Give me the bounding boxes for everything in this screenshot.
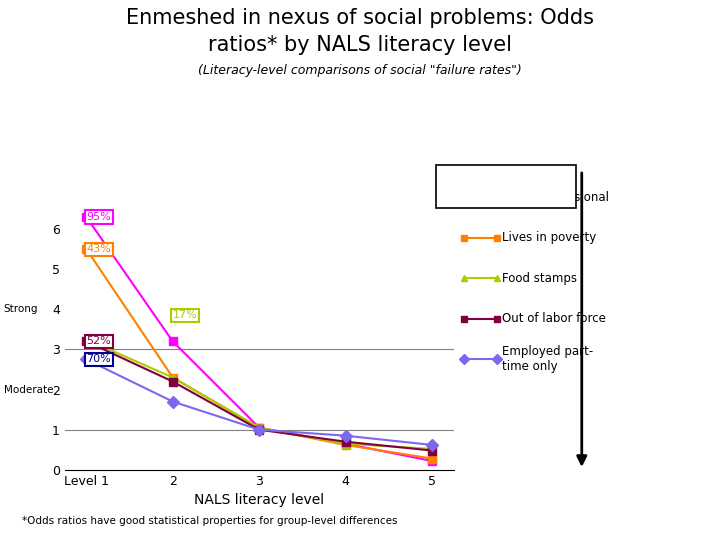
Employed part-
time only — [428, 442, 436, 448]
Out of labor force — [168, 379, 177, 385]
Line: Out of labor force: Out of labor force — [82, 338, 436, 455]
Not a professional — [255, 424, 264, 431]
Food stamps — [341, 441, 350, 447]
Text: 17%: 17% — [173, 310, 197, 320]
Food stamps — [428, 446, 436, 452]
Text: Lives in poverty: Lives in poverty — [502, 231, 596, 244]
Lives in poverty — [82, 246, 91, 252]
Employed part-
time only — [341, 433, 350, 439]
Line: Not a professional: Not a professional — [82, 213, 436, 465]
Text: (Literacy-level comparisons of social "failure rates"): (Literacy-level comparisons of social "f… — [198, 64, 522, 77]
Lives in poverty — [255, 424, 264, 431]
Lives in poverty — [341, 442, 350, 448]
X-axis label: NALS literacy level: NALS literacy level — [194, 493, 324, 507]
Not a professional — [428, 458, 436, 464]
Line: Lives in poverty: Lives in poverty — [82, 245, 436, 463]
Text: More cumulative
outcomes: More cumulative outcomes — [462, 176, 549, 197]
Text: 95%: 95% — [86, 212, 111, 222]
Food stamps — [82, 336, 91, 343]
Employed part-
time only — [255, 427, 264, 433]
Not a professional — [82, 214, 91, 220]
Not a professional — [168, 338, 177, 345]
Food stamps — [168, 374, 177, 381]
Text: Food stamps: Food stamps — [502, 272, 577, 285]
Text: Out of labor force: Out of labor force — [502, 312, 606, 325]
Out of labor force — [428, 447, 436, 454]
Food stamps — [255, 424, 264, 431]
Text: 52%: 52% — [86, 336, 111, 347]
Text: Employed part-
time only: Employed part- time only — [502, 345, 593, 373]
Line: Employed part-
time only: Employed part- time only — [82, 355, 436, 449]
Text: Not a professional: Not a professional — [502, 191, 609, 204]
Lives in poverty — [168, 374, 177, 381]
Text: Moderate: Moderate — [4, 384, 53, 395]
Employed part-
time only — [168, 399, 177, 405]
Out of labor force — [255, 427, 264, 433]
Text: 43%: 43% — [86, 244, 111, 254]
Text: *Odds ratios have good statistical properties for group-level differences: *Odds ratios have good statistical prope… — [22, 516, 397, 526]
Line: Food stamps: Food stamps — [82, 335, 436, 453]
Out of labor force — [341, 438, 350, 445]
Lives in poverty — [428, 455, 436, 462]
Text: Enmeshed in nexus of social problems: Odds: Enmeshed in nexus of social problems: Od… — [126, 8, 594, 28]
Not a professional — [341, 441, 350, 447]
Out of labor force — [82, 338, 91, 345]
Employed part-
time only — [82, 356, 91, 363]
Text: ratios* by NALS literacy level: ratios* by NALS literacy level — [208, 35, 512, 55]
Text: Strong: Strong — [4, 305, 38, 314]
Text: 70%: 70% — [86, 354, 111, 364]
